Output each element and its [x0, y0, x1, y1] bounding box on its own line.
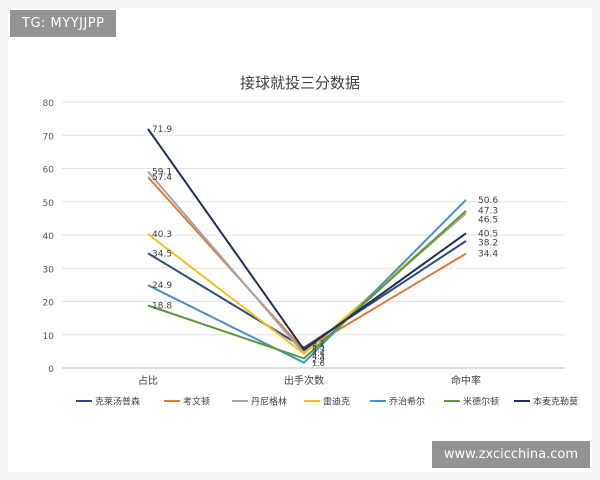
- data-label: 34.5: [152, 249, 172, 259]
- x-tick-label: 命中率: [451, 374, 481, 387]
- y-tick-label: 0: [48, 365, 54, 375]
- series-lines: [147, 128, 467, 364]
- series-line: [147, 199, 467, 364]
- series-line: [147, 240, 467, 349]
- data-label: 40.3: [152, 230, 172, 240]
- data-label: 5.3: [312, 346, 325, 355]
- series-line: [147, 170, 467, 355]
- chart-card: [8, 8, 592, 472]
- y-tick-label: 40: [43, 232, 55, 242]
- legend-label: 乔治希尔: [389, 396, 425, 408]
- watermark-bottom-right: www.zxcicchina.com: [431, 441, 590, 468]
- y-tick-label: 10: [43, 332, 55, 342]
- data-label: 71.9: [152, 125, 172, 135]
- legend-item: 米德尔顿: [444, 396, 499, 408]
- legend-label: 米德尔顿: [463, 396, 499, 408]
- data-label: 2.9: [312, 356, 325, 365]
- data-label: 57.4: [152, 173, 172, 183]
- series-line: [147, 176, 467, 352]
- data-label: 18.8: [152, 301, 172, 311]
- y-tick-label: 80: [43, 99, 55, 109]
- legend-label: 雷迪克: [323, 396, 350, 408]
- y-tick-label: 70: [43, 132, 55, 142]
- data-label: 50.6: [478, 196, 498, 206]
- series-line: [147, 128, 467, 352]
- watermark-top-left: TG: MYYJJPP: [10, 10, 117, 37]
- data-label: 5.5: [312, 342, 325, 351]
- legend-item: 考文顿: [164, 396, 210, 408]
- data-label: 47.3: [478, 207, 498, 217]
- series-line: [147, 209, 467, 360]
- legend-label: 考文顿: [183, 396, 210, 408]
- data-label: 46.5: [478, 216, 498, 226]
- y-tick-label: 20: [43, 299, 55, 309]
- data-label: 59.1: [152, 167, 172, 177]
- data-label: 4.3: [312, 352, 325, 361]
- chart-title: 接球就投三分数据: [240, 74, 360, 92]
- legend-item: 丹尼格林: [232, 396, 287, 408]
- y-axis-ticks: 0 10 20 30 40 50 60 70 80: [43, 99, 55, 375]
- legend-label: 丹尼格林: [251, 396, 287, 408]
- legend-item: 乔治希尔: [370, 396, 425, 408]
- gridlines: [62, 101, 565, 369]
- data-label: 38.2: [478, 238, 498, 248]
- x-tick-label: 出手次数: [284, 374, 324, 387]
- legend-item: 本麦克勒莫: [514, 396, 578, 408]
- data-label: 34.4: [478, 250, 498, 260]
- data-labels: 71.9 59.157.4 40.3 34.5 24.9 18.8 6.15.55.34.4…: [152, 125, 498, 368]
- y-tick-label: 60: [43, 166, 55, 176]
- y-tick-label: 30: [43, 265, 55, 275]
- x-axis-ticks: 占比 出手次数 命中率: [138, 374, 481, 387]
- y-tick-label: 50: [43, 199, 55, 209]
- data-label: 24.9: [152, 281, 172, 291]
- x-tick-label: 占比: [138, 374, 158, 387]
- legend-item: 雷迪克: [304, 396, 350, 408]
- legend-label: 本麦克勒莫: [533, 396, 578, 408]
- legend-item: 克莱汤普森: [76, 396, 140, 408]
- data-label: 40.5: [478, 229, 498, 239]
- legend: 克莱汤普森 考文顿 丹尼格林 雷迪克 乔治希尔 米德尔顿 本麦克勒莫: [76, 396, 578, 408]
- legend-label: 克莱汤普森: [95, 396, 140, 408]
- data-label: 6.1: [312, 339, 325, 348]
- data-label: 1.6: [312, 359, 325, 368]
- data-label: 4.4: [312, 349, 325, 358]
